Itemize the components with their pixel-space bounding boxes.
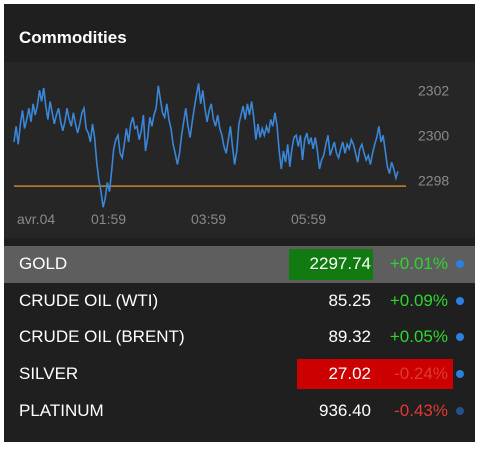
x-tick-label: 03:59 xyxy=(191,211,226,227)
commodity-change: -0.43% xyxy=(394,400,448,420)
price-chart-svg: 2302 2300 2298 avr.04 01:59 03:59 05:59 xyxy=(13,82,449,227)
commodity-row-crude-oil-wti[interactable]: CRUDE OIL (WTI) 85.25 +0.09% xyxy=(4,283,475,320)
y-tick-label: 2300 xyxy=(418,127,449,143)
commodity-row-silver[interactable]: SILVER 27.02 -0.24% xyxy=(4,356,475,393)
x-tick-label: avr.04 xyxy=(17,211,55,227)
commodity-change: +0.09% xyxy=(389,290,448,310)
commodity-price: 2297.74 xyxy=(309,254,371,274)
commodity-name: CRUDE OIL (WTI) xyxy=(19,290,159,310)
commodity-change: +0.05% xyxy=(389,327,448,347)
commodity-price: 89.32 xyxy=(328,327,371,347)
status-dot-icon xyxy=(456,370,464,379)
status-dot-icon xyxy=(456,406,464,415)
commodity-row-platinum[interactable]: PLATINUM 936.40 -0.43% xyxy=(4,392,475,429)
commodities-widget: Commodities 2302 2300 2298 avr.04 01:59 03:5… xyxy=(4,4,475,442)
commodity-list: GOLD 2297.74 +0.01% CRUDE OIL (WTI) 85.2… xyxy=(4,246,475,429)
price-highlight xyxy=(297,358,453,390)
widget-title: Commodities xyxy=(19,28,127,47)
commodity-price: 936.40 xyxy=(319,400,371,420)
commodity-price: 27.02 xyxy=(328,364,371,384)
commodity-name: PLATINUM xyxy=(19,400,104,420)
price-series-line xyxy=(13,83,399,208)
widget-header: Commodities xyxy=(4,4,475,62)
commodity-name: SILVER xyxy=(19,364,79,384)
status-dot-icon xyxy=(456,260,464,269)
commodity-change: -0.24% xyxy=(394,364,448,384)
commodity-price: 85.25 xyxy=(328,290,371,310)
commodity-row-crude-oil-brent[interactable]: CRUDE OIL (BRENT) 89.32 +0.05% xyxy=(4,319,475,356)
price-highlight xyxy=(289,249,373,280)
y-tick-label: 2302 xyxy=(418,82,449,98)
x-tick-label: 05:59 xyxy=(291,211,326,227)
status-dot-icon xyxy=(456,296,464,305)
y-tick-label: 2298 xyxy=(418,172,449,188)
commodity-name: GOLD xyxy=(19,254,68,274)
price-chart: 2302 2300 2298 avr.04 01:59 03:59 05:59 xyxy=(4,62,475,238)
x-tick-label: 01:59 xyxy=(91,211,126,227)
status-dot-icon xyxy=(456,333,464,342)
commodity-change: +0.01% xyxy=(389,254,448,274)
commodity-row-gold[interactable]: GOLD 2297.74 +0.01% xyxy=(4,246,475,283)
commodity-name: CRUDE OIL (BRENT) xyxy=(19,327,185,347)
